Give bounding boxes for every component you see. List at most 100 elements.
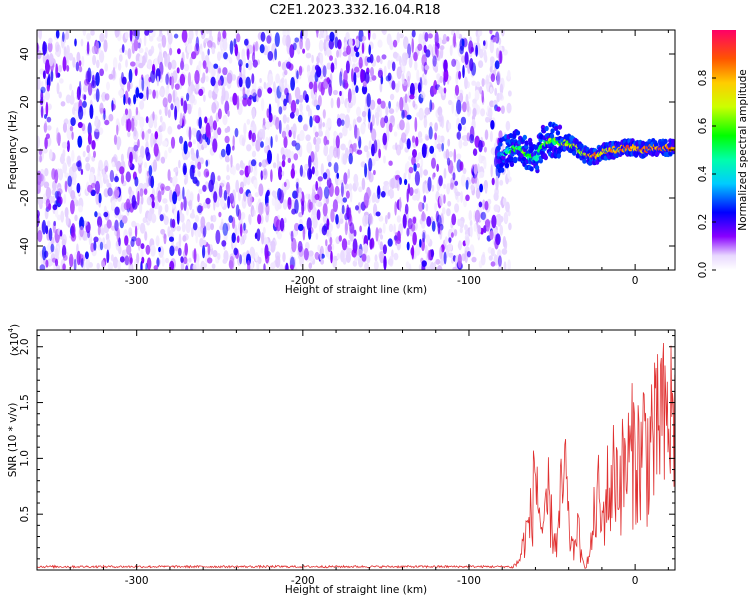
noise-blob [282, 252, 286, 263]
noise-blob [354, 66, 360, 73]
noise-blob [443, 251, 447, 265]
noise-blob [346, 204, 350, 218]
noise-speckle [451, 101, 455, 114]
noise-blob [401, 109, 405, 119]
noise-blob [439, 246, 443, 260]
noise-speckle [417, 152, 423, 160]
noise-blob [448, 237, 452, 244]
noise-blob [308, 81, 314, 90]
noise-speckle [226, 164, 230, 173]
noise-speckle [243, 232, 247, 241]
noise-blob [167, 169, 171, 181]
noise-blob [281, 160, 286, 168]
noise-blob [451, 58, 457, 67]
noise-blob [314, 64, 320, 71]
noise-speckle [125, 59, 128, 68]
noise-blob [396, 215, 402, 223]
noise-blob [226, 72, 233, 84]
noise-speckle [85, 162, 91, 172]
noise-blob [124, 108, 129, 116]
noise-speckle [490, 247, 495, 257]
noise-blob [490, 120, 495, 130]
noise-speckle [449, 45, 453, 56]
noise-speckle [387, 59, 391, 70]
noise-blob [189, 164, 195, 180]
noise-blob [298, 65, 303, 76]
noise-speckle [429, 121, 433, 128]
noise-blob [312, 114, 319, 122]
noise-speckle [408, 263, 412, 270]
noise-blob [256, 228, 261, 242]
noise-blob [239, 254, 243, 265]
noise-blob [477, 225, 482, 235]
noise-blob [232, 135, 235, 148]
noise-blob [145, 244, 151, 255]
noise-speckle [339, 218, 344, 224]
noise-blob [359, 225, 362, 233]
signal-halo [555, 130, 561, 136]
noise-speckle [164, 150, 168, 160]
noise-blob [348, 37, 353, 48]
noise-speckle [205, 75, 209, 82]
noise-speckle [145, 47, 149, 53]
noise-speckle [306, 104, 310, 112]
noise-blob [126, 118, 132, 132]
noise-blob [160, 183, 165, 191]
noise-blob [294, 222, 300, 232]
noise-speckle [90, 30, 95, 36]
snr-y-multiplier-close: ) [9, 324, 21, 328]
snr-plot-area [37, 330, 675, 570]
noise-blob [135, 237, 142, 247]
noise-speckle [303, 124, 308, 132]
noise-blob [290, 168, 295, 179]
noise-speckle [275, 73, 280, 84]
noise-blob [376, 185, 381, 200]
noise-speckle [173, 175, 178, 185]
noise-blob [218, 211, 222, 218]
noise-blob [225, 143, 231, 156]
noise-blob [47, 41, 53, 53]
noise-blob [213, 63, 219, 69]
noise-blob [44, 137, 48, 150]
noise-blob [454, 84, 460, 96]
noise-blob [338, 235, 342, 242]
noise-blob [283, 98, 287, 107]
noise-blob [346, 45, 351, 55]
noise-blob [409, 82, 415, 97]
noise-blob [248, 130, 253, 139]
noise-blob [42, 245, 47, 261]
noise-blob [414, 171, 420, 186]
noise-blob [218, 67, 222, 74]
noise-blob [413, 51, 418, 62]
noise-speckle [366, 150, 370, 159]
noise-speckle [506, 102, 512, 114]
noise-speckle [139, 222, 146, 234]
noise-speckle [210, 223, 215, 231]
noise-blob [111, 103, 116, 111]
noise-speckle [148, 88, 152, 95]
noise-blob [235, 204, 240, 217]
noise-blob [140, 261, 143, 270]
noise-speckle [471, 80, 477, 86]
noise-blob [341, 204, 345, 215]
noise-blob [238, 77, 243, 88]
noise-blob [282, 154, 286, 162]
noise-speckle [44, 91, 51, 101]
noise-speckle [376, 106, 381, 113]
noise-speckle [173, 208, 178, 222]
noise-blob [330, 62, 335, 73]
noise-speckle [83, 84, 88, 93]
noise-speckle [243, 122, 247, 136]
noise-speckle [133, 127, 137, 137]
colorbar-ticks: 0.0 0.2 0.4 0.6 0.8 [697, 70, 716, 278]
noise-blob [371, 128, 377, 142]
spectrogram-ylabel: Frequency (Hz) [7, 110, 19, 189]
noise-speckle [477, 30, 483, 37]
noise-blob [53, 220, 56, 227]
noise-speckle [277, 95, 280, 109]
noise-speckle [395, 106, 399, 113]
noise-speckle [88, 262, 93, 268]
noise-speckle [386, 33, 392, 46]
noise-blob [250, 159, 257, 167]
noise-blob [205, 122, 211, 138]
